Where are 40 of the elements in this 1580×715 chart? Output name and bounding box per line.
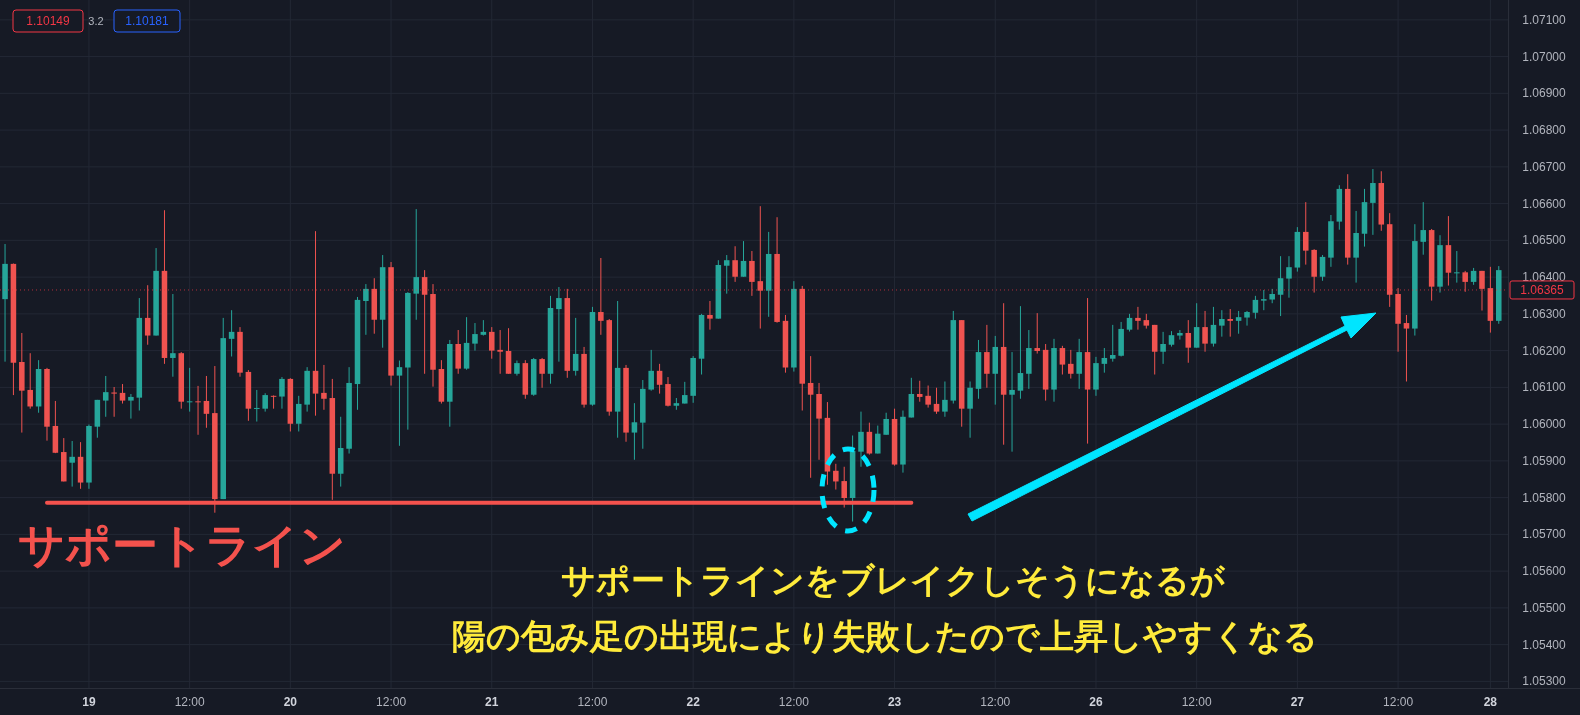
y-tick-label: 1.07100 bbox=[1522, 12, 1567, 27]
x-tick-label: 12:00 bbox=[980, 695, 1011, 709]
annotation: 1.10181 bbox=[125, 14, 170, 28]
x-tick-label: 26 bbox=[1089, 695, 1103, 709]
x-tick-label: 12:00 bbox=[1181, 695, 1213, 709]
y-tick-label: 1.06500 bbox=[1522, 233, 1567, 248]
x-tick-label: 19 bbox=[82, 695, 96, 709]
x-tick-label: 22 bbox=[686, 695, 701, 709]
y-tick-label: 1.06800 bbox=[1522, 123, 1567, 138]
series-label: サポートライン bbox=[18, 518, 346, 571]
y-tick-label: 1.07000 bbox=[1522, 49, 1567, 64]
y-tick-label: 1.06000 bbox=[1522, 417, 1567, 432]
y-tick-label: 1.05500 bbox=[1522, 600, 1567, 615]
y-tick-label: 1.05900 bbox=[1522, 453, 1567, 468]
x-tick-label: 12:00 bbox=[174, 695, 205, 709]
annotation: サポートラインをブレイクしそうになるが bbox=[561, 561, 1226, 600]
y-tick-label: 1.05800 bbox=[1522, 490, 1567, 505]
x-tick-label: 12:00 bbox=[1383, 695, 1414, 709]
x-tick-label: 21 bbox=[485, 695, 499, 709]
y-tick-label: 1.05400 bbox=[1522, 637, 1567, 652]
y-tick-label: 1.06600 bbox=[1522, 196, 1567, 211]
y-tick-label: 1.06900 bbox=[1522, 86, 1567, 101]
annotation: 陽の包み足の出現により失敗したので上昇しやすくなる bbox=[452, 617, 1318, 655]
y-tick-label: 1.05300 bbox=[1522, 674, 1567, 689]
x-tick-label: 20 bbox=[283, 695, 298, 709]
x-tick-label: 12:00 bbox=[577, 695, 608, 709]
y-tick-label: 1.06300 bbox=[1522, 306, 1567, 321]
x-tick-label: 28 bbox=[1483, 695, 1498, 709]
x-tick-label: 12:00 bbox=[778, 695, 810, 709]
annotation: 1.10149 bbox=[26, 14, 71, 28]
y-tick-label: 1.05700 bbox=[1522, 527, 1567, 542]
x-tick-label: 27 bbox=[1290, 695, 1305, 709]
annotation: 3.2 bbox=[88, 15, 104, 27]
y-tick-label: 1.05600 bbox=[1522, 564, 1567, 579]
y-tick-label: 1.06200 bbox=[1522, 343, 1567, 358]
x-tick-label: 12:00 bbox=[376, 695, 407, 709]
y-tick-label: 1.06700 bbox=[1522, 159, 1567, 174]
ref-line-label: 1.06365 bbox=[1520, 282, 1565, 297]
x-tick-label: 23 bbox=[887, 695, 902, 709]
y-tick-label: 1.06100 bbox=[1522, 380, 1567, 395]
